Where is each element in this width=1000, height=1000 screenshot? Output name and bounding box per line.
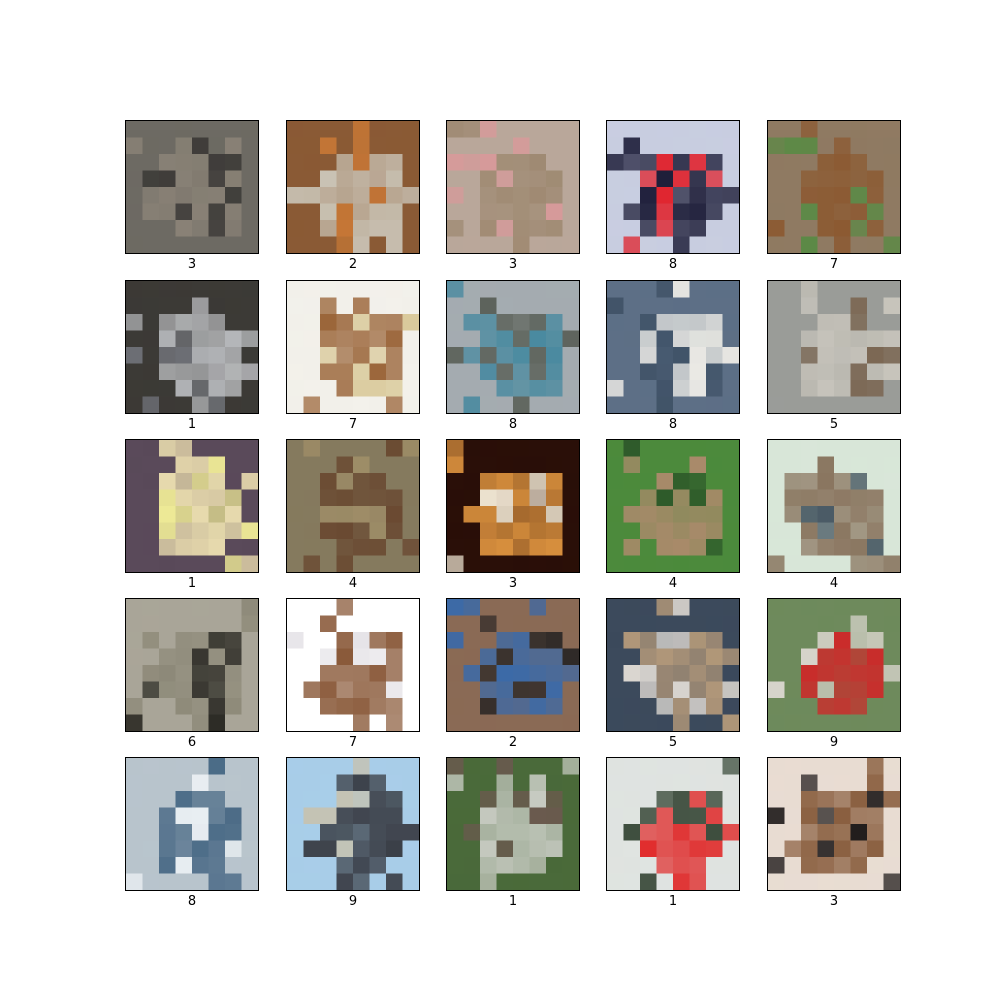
image-label: 5: [829, 417, 839, 432]
thumbnail-image: [125, 280, 259, 414]
image-label: 9: [348, 894, 358, 909]
image-cell: 1: [125, 280, 259, 436]
thumbnail-image: [446, 757, 580, 891]
image-cell: 5: [767, 280, 901, 436]
image-label: 5: [668, 735, 678, 750]
image-cell: 2: [286, 120, 420, 276]
image-label: 3: [508, 257, 518, 272]
image-label: 7: [348, 417, 358, 432]
image-cell: 1: [125, 439, 259, 595]
image-label: 7: [348, 735, 358, 750]
thumbnail-image: [286, 280, 420, 414]
image-cell: 7: [767, 120, 901, 276]
image-label: 8: [187, 894, 197, 909]
image-cell: 1: [446, 757, 580, 913]
thumbnail-image: [606, 120, 740, 254]
thumbnail-image: [286, 757, 420, 891]
image-label: 4: [668, 576, 678, 591]
image-cell: 9: [286, 757, 420, 913]
image-cell: 3: [767, 757, 901, 913]
image-label: 4: [348, 576, 358, 591]
image-cell: 6: [125, 598, 259, 754]
image-cell: 5: [606, 598, 740, 754]
thumbnail-image: [286, 598, 420, 732]
image-cell: 8: [446, 280, 580, 436]
image-cell: 2: [446, 598, 580, 754]
thumbnail-image: [767, 280, 901, 414]
thumbnail-image: [286, 439, 420, 573]
image-label: 3: [187, 257, 197, 272]
image-label: 9: [829, 735, 839, 750]
image-label: 8: [508, 417, 518, 432]
thumbnail-image: [606, 280, 740, 414]
image-label: 1: [187, 576, 197, 591]
image-cell: 3: [125, 120, 259, 276]
image-label: 6: [187, 735, 197, 750]
image-label: 4: [829, 576, 839, 591]
image-label: 3: [829, 894, 839, 909]
thumbnail-image: [767, 439, 901, 573]
thumbnail-image: [125, 439, 259, 573]
thumbnail-image: [125, 598, 259, 732]
image-label: 2: [348, 257, 358, 272]
thumbnail-image: [286, 120, 420, 254]
image-cell: 7: [286, 598, 420, 754]
image-cell: 7: [286, 280, 420, 436]
thumbnail-image: [446, 120, 580, 254]
image-cell: 3: [446, 439, 580, 595]
thumbnail-image: [606, 598, 740, 732]
image-label: 8: [668, 257, 678, 272]
image-label: 1: [508, 894, 518, 909]
image-cell: 4: [606, 439, 740, 595]
image-label: 1: [187, 417, 197, 432]
thumbnail-image: [125, 757, 259, 891]
image-label: 8: [668, 417, 678, 432]
image-label: 1: [668, 894, 678, 909]
image-cell: 4: [767, 439, 901, 595]
thumbnail-image: [446, 598, 580, 732]
thumbnail-image: [446, 280, 580, 414]
thumbnail-image: [125, 120, 259, 254]
image-cell: 4: [286, 439, 420, 595]
image-cell: 1: [606, 757, 740, 913]
image-label: 7: [829, 257, 839, 272]
thumbnail-image: [767, 598, 901, 732]
image-label: 2: [508, 735, 518, 750]
image-cell: 3: [446, 120, 580, 276]
thumbnail-image: [767, 120, 901, 254]
image-label: 3: [508, 576, 518, 591]
thumbnail-image: [446, 439, 580, 573]
image-cell: 8: [606, 120, 740, 276]
image-cell: 8: [125, 757, 259, 913]
thumbnail-image: [606, 757, 740, 891]
thumbnail-image: [767, 757, 901, 891]
image-cell: 8: [606, 280, 740, 436]
image-cell: 9: [767, 598, 901, 754]
thumbnail-image: [606, 439, 740, 573]
